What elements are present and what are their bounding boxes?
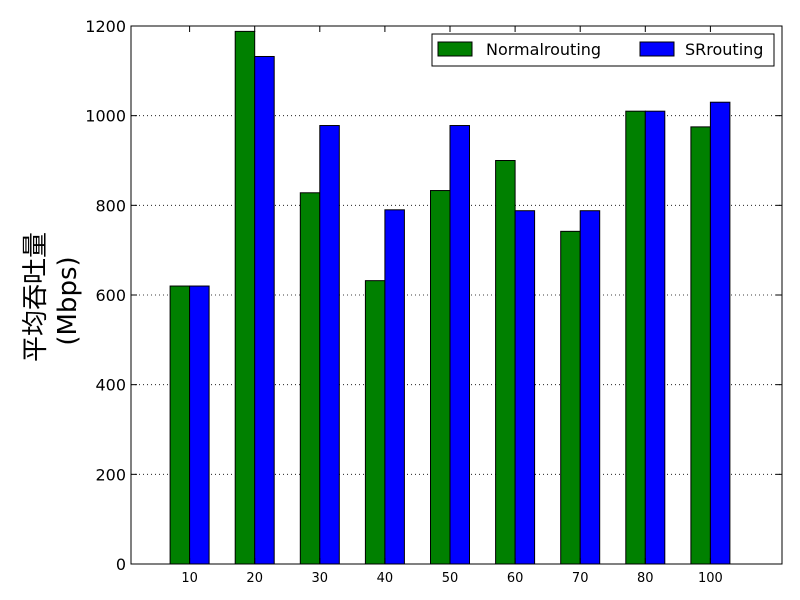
x-tick-label: 50	[442, 571, 459, 586]
bar-normalrouting-50	[430, 190, 451, 565]
bar-normalrouting-70	[560, 230, 581, 565]
x-tick-label: 40	[377, 571, 394, 586]
x-tick-label: 20	[246, 571, 263, 586]
y-axis-label: 平均吞吐量 (Mbps)	[21, 232, 83, 362]
bar-srrouting-100	[709, 101, 731, 565]
bar-srrouting-10	[189, 285, 210, 565]
legend-swatch-normalrouting	[437, 41, 473, 57]
bar-srrouting-50	[449, 125, 470, 565]
legend-label-srrouting: SRrouting	[685, 40, 763, 59]
y-axis: 0 200 400 600 800 1000 1200	[85, 17, 782, 574]
legend-box	[431, 33, 775, 67]
y-tick-label: 800	[95, 196, 126, 215]
x-tick-label: 70	[572, 571, 589, 586]
legend: Normalrouting SRrouting	[431, 33, 775, 67]
bar-srrouting-80	[644, 110, 666, 565]
legend-swatch-srrouting	[639, 41, 675, 57]
x-tick-label: 10	[181, 571, 198, 586]
bar-srrouting-70	[579, 210, 601, 565]
bar-srrouting-60	[514, 210, 536, 565]
x-axis: 10 20 30 40 50 60 70 80 100	[181, 26, 723, 586]
bar-normalrouting-60	[495, 160, 516, 565]
x-tick-label: 80	[637, 571, 654, 586]
bar-srrouting-30	[319, 125, 340, 565]
x-tick-label: 100	[698, 571, 723, 586]
y-axis-label-line2: (Mbps)	[53, 256, 83, 345]
y-tick-label: 400	[95, 376, 126, 395]
bars	[169, 30, 731, 565]
bar-normalrouting-20	[234, 30, 256, 565]
bar-normalrouting-30	[299, 192, 321, 565]
bar-normalrouting-100	[690, 126, 711, 565]
bar-normalrouting-10	[169, 285, 191, 565]
bar-srrouting-40	[384, 209, 405, 565]
y-axis-label-line1: 平均吞吐量	[21, 232, 51, 362]
y-tick-label: 600	[95, 286, 126, 305]
y-tick-label: 1200	[85, 17, 126, 36]
y-tick-label: 200	[95, 465, 126, 484]
legend-label-normalrouting: Normalrouting	[486, 40, 601, 59]
bar-normalrouting-80	[625, 110, 646, 565]
x-tick-label: 30	[312, 571, 329, 586]
bar-normalrouting-40	[364, 280, 386, 565]
bar-srrouting-20	[254, 55, 275, 565]
x-tick-label: 60	[507, 571, 524, 586]
y-tick-label: 0	[116, 555, 126, 574]
y-tick-label: 1000	[85, 107, 126, 126]
